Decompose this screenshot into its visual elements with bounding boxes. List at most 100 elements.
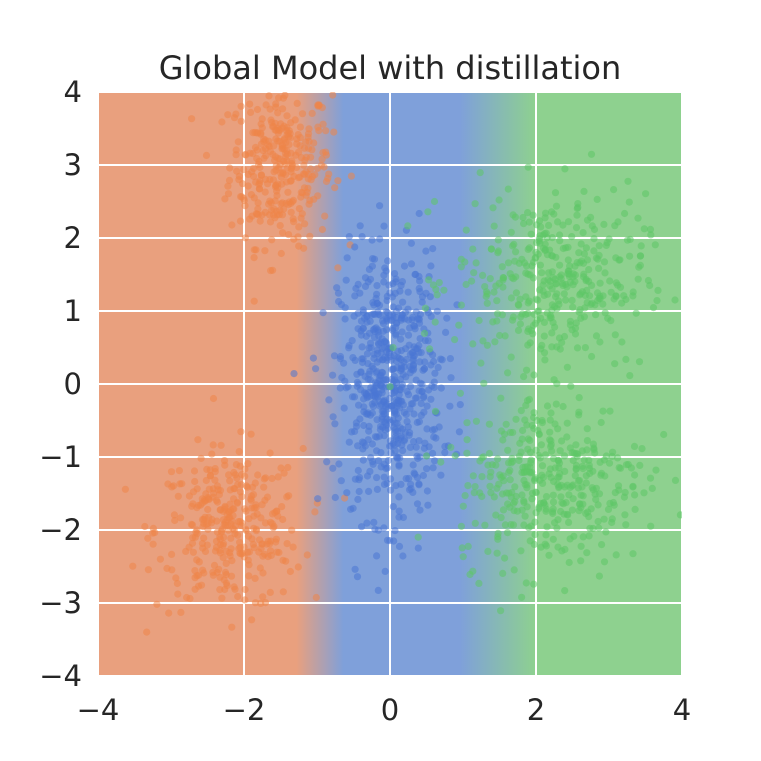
- scatter-point-blue: [383, 421, 391, 429]
- scatter-point-green: [519, 426, 527, 435]
- scatter-point-blue: [348, 337, 356, 345]
- scatter-point-green: [484, 547, 492, 556]
- scatter-point-orange: [165, 609, 173, 617]
- scatter-point-green: [540, 318, 549, 326]
- scatter-point-blue: [367, 344, 375, 352]
- scatter-point-orange: [312, 593, 320, 602]
- scatter-point-green: [636, 461, 644, 469]
- scatter-point-green: [542, 493, 551, 501]
- scatter-point-green: [614, 281, 622, 289]
- scatter-point-orange: [265, 540, 274, 548]
- scatter-point-green: [646, 474, 655, 482]
- scatter-point-blue: [390, 407, 399, 415]
- scatter-point-orange: [248, 212, 256, 220]
- scatter-point-green: [568, 506, 577, 514]
- scatter-point-orange: [285, 492, 293, 500]
- scatter-point-blue: [373, 485, 381, 493]
- scatter-point-orange: [189, 500, 197, 508]
- scatter-point-blue: [378, 389, 386, 397]
- scatter-point-orange: [242, 151, 250, 159]
- scatter-point-orange: [290, 235, 298, 243]
- scatter-point-orange: [324, 174, 332, 182]
- scatter-point-green: [535, 217, 544, 225]
- scatter-point-green: [530, 258, 538, 266]
- scatter-point-green: [549, 498, 558, 506]
- scatter-point-green: [483, 341, 491, 349]
- scatter-point-green: [548, 208, 556, 216]
- scatter-point-green: [548, 285, 556, 293]
- scatter-point-blue: [447, 374, 455, 382]
- scatter-point-blue: [374, 457, 383, 465]
- scatter-point-blue: [399, 447, 407, 455]
- scatter-point-blue: [426, 293, 434, 301]
- scatter-point-blue: [382, 308, 390, 316]
- scatter-point-green: [530, 580, 538, 588]
- scatter-point-orange: [288, 526, 296, 534]
- scatter-point-blue: [394, 453, 402, 461]
- scatter-point-blue: [422, 247, 430, 255]
- scatter-point-orange: [289, 196, 297, 204]
- scatter-point-green: [549, 535, 557, 543]
- scatter-point-green: [553, 290, 561, 298]
- scatter-point-orange: [224, 190, 233, 198]
- scatter-point-orange: [298, 210, 306, 218]
- scatter-point-orange: [216, 586, 224, 594]
- scatter-point-green: [472, 259, 480, 267]
- scatter-point-orange: [289, 543, 297, 551]
- y-tick-label: 0: [64, 367, 82, 401]
- scatter-point-orange: [257, 514, 265, 522]
- scatter-point-orange: [188, 521, 197, 529]
- scatter-point-green: [512, 273, 520, 281]
- scatter-point-green: [598, 541, 606, 549]
- scatter-point-green: [532, 488, 540, 496]
- scatter-point-green: [566, 262, 574, 270]
- scatter-point-green: [577, 290, 585, 298]
- scatter-point-green: [636, 252, 645, 260]
- scatter-point-orange: [231, 471, 239, 479]
- scatter-point-green: [486, 482, 494, 490]
- scatter-point-blue: [343, 489, 351, 497]
- scatter-point-green: [540, 332, 548, 340]
- scatter-point-green: [451, 452, 459, 460]
- scatter-point-green: [497, 514, 505, 522]
- scatter-point-blue: [366, 317, 374, 325]
- scatter-point-green: [604, 505, 613, 513]
- scatter-point-orange: [274, 109, 282, 117]
- scatter-point-green: [495, 279, 503, 287]
- scatter-point-orange: [284, 463, 292, 472]
- scatter-point-orange: [220, 457, 229, 465]
- scatter-point-orange: [268, 474, 276, 483]
- scatter-point-green: [435, 279, 443, 287]
- scatter-point-orange: [232, 461, 240, 469]
- scatter-point-green: [501, 430, 509, 438]
- scatter-point-orange: [221, 504, 229, 512]
- scatter-point-blue: [398, 278, 406, 286]
- scatter-point-orange: [205, 495, 213, 503]
- scatter-point-orange: [267, 267, 275, 275]
- scatter-point-orange: [280, 469, 288, 477]
- scatter-point-green: [493, 317, 501, 325]
- scatter-point-blue: [361, 282, 370, 290]
- scatter-point-green: [527, 459, 535, 467]
- scatter-point-green: [543, 402, 552, 410]
- scatter-point-blue: [383, 356, 391, 364]
- scatter-point-green: [547, 437, 555, 445]
- scatter-point-green: [596, 338, 604, 346]
- scatter-point-orange: [235, 448, 243, 456]
- scatter-point-blue: [413, 418, 421, 427]
- scatter-point-blue: [381, 338, 389, 346]
- scatter-point-orange: [322, 151, 330, 159]
- scatter-point-blue: [341, 304, 349, 312]
- scatter-point-orange: [194, 436, 202, 444]
- scatter-point-blue: [334, 289, 343, 297]
- scatter-point-blue: [395, 461, 403, 469]
- scatter-point-green: [561, 483, 569, 491]
- scatter-point-orange: [279, 169, 287, 177]
- scatter-point-orange: [280, 122, 288, 130]
- scatter-point-green: [516, 320, 525, 328]
- scatter-point-green: [590, 247, 598, 255]
- scatter-point-green: [389, 344, 397, 352]
- scatter-point-orange: [219, 554, 227, 562]
- scatter-point-orange: [256, 179, 264, 187]
- scatter-point-blue: [384, 464, 392, 472]
